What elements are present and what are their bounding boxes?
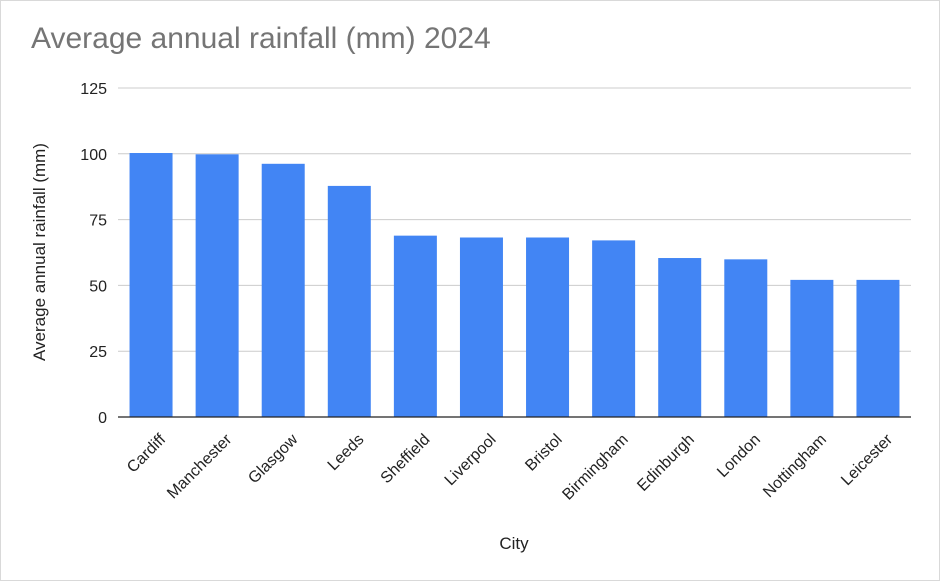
bar-liverpool (459, 237, 503, 417)
x-tick-label: Sheffield (378, 431, 434, 487)
bar-birmingham (592, 240, 636, 417)
y-tick-label: 0 (98, 410, 107, 427)
y-tick-label: 50 (89, 278, 107, 295)
bar-edinburgh (658, 258, 702, 417)
y-tick-label: 100 (80, 147, 107, 164)
x-tick-label: Cardiff (124, 431, 170, 477)
bar-london (724, 259, 768, 417)
bar-cardiff (129, 153, 173, 417)
bar-leicester (856, 279, 900, 417)
x-tick-label: Nottingham (760, 431, 830, 501)
bars (129, 153, 900, 417)
bar-glasgow (261, 163, 305, 417)
chart-title: Average annual rainfall (mm) 2024 (31, 22, 491, 55)
x-tick-label: Leeds (325, 431, 368, 474)
x-tick-label: Glasgow (245, 431, 301, 487)
y-tick-label: 125 (80, 81, 107, 98)
x-tick-label: Bristol (522, 431, 565, 474)
x-tick-label: Liverpool (442, 431, 500, 489)
y-axis-title: Average annual rainfall (mm) (30, 143, 49, 361)
y-tick-label: 75 (89, 213, 107, 230)
x-tick-label: Edinburgh (634, 431, 698, 495)
x-tick-label: Manchester (164, 431, 236, 503)
gridlines (118, 87, 911, 352)
bar-nottingham (790, 279, 834, 417)
bar-bristol (526, 237, 570, 417)
x-tick-label: Birmingham (559, 431, 631, 503)
bar-leeds (327, 185, 371, 417)
y-tick-label: 25 (89, 344, 107, 361)
bar-manchester (195, 154, 239, 417)
x-axis-title: City (499, 534, 529, 553)
x-tick-label: London (714, 431, 764, 481)
x-tick-label: Leicester (838, 431, 896, 489)
y-tick-labels: 0 25 50 75 100 125 (80, 81, 107, 427)
bar-sheffield (393, 235, 437, 417)
